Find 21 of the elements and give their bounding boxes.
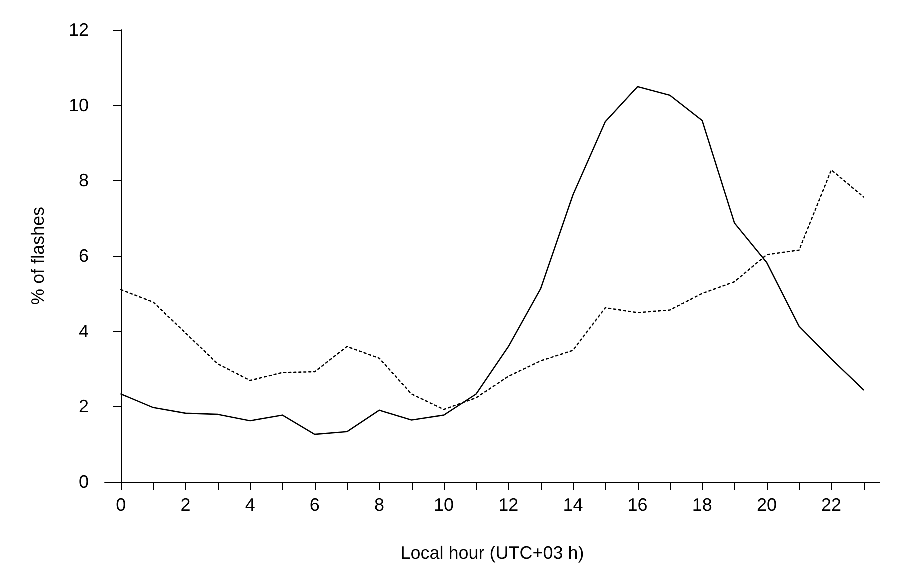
x-tick-label: 4 bbox=[245, 495, 256, 515]
x-tick-label: 6 bbox=[310, 495, 320, 515]
x-tick-label: 18 bbox=[692, 495, 712, 515]
y-tick-label: 2 bbox=[78, 396, 89, 417]
y-axis-title: % of flashes bbox=[28, 206, 48, 306]
x-tick-label: 0 bbox=[116, 495, 126, 515]
x-tick-label: 12 bbox=[498, 495, 519, 515]
y-tick-label: 4 bbox=[78, 321, 89, 342]
y-tick-label: 0 bbox=[78, 472, 89, 492]
y-tick-label: 10 bbox=[68, 95, 89, 116]
x-tick-label: 20 bbox=[756, 495, 777, 515]
x-tick-label: 10 bbox=[434, 495, 454, 515]
y-tick-label: 12 bbox=[68, 20, 89, 40]
y-tick-label: 6 bbox=[78, 246, 89, 266]
x-axis-title: Local hour (UTC+03 h) bbox=[400, 543, 584, 563]
y-tick-label: 8 bbox=[78, 170, 89, 191]
x-tick-label: 2 bbox=[180, 495, 191, 515]
x-tick-label: 8 bbox=[374, 495, 384, 515]
x-tick-label: 22 bbox=[822, 495, 842, 515]
x-tick-label: 16 bbox=[628, 495, 648, 515]
x-tick-label: 14 bbox=[563, 495, 584, 515]
